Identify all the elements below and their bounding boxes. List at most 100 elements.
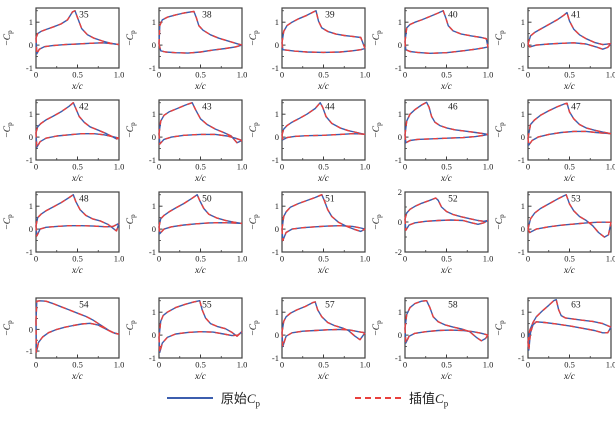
subplot-cell-39: -1 0 1 0 0.5 1.0 39 x/c −Cp bbox=[247, 2, 370, 94]
x-tick-label: 0 bbox=[157, 70, 161, 80]
y-tick-label: 0 bbox=[398, 330, 402, 340]
y-axis-label: −Cp bbox=[495, 122, 506, 138]
legend-line-original-solid bbox=[166, 397, 213, 400]
curve-original-lower bbox=[158, 222, 243, 235]
x-tick-label: 0 bbox=[526, 254, 530, 264]
x-tick-label: 1.0 bbox=[237, 162, 247, 172]
y-tick-label: 1 bbox=[152, 109, 156, 119]
y-axis-label: −Cp bbox=[126, 122, 137, 138]
subplot-number: 39 bbox=[325, 11, 335, 21]
curve-interpolated-upper bbox=[404, 9, 489, 48]
curve-interpolated-lower bbox=[158, 43, 243, 54]
curve-original-lower bbox=[35, 132, 120, 149]
y-tick-label: -1 bbox=[395, 353, 402, 363]
curve-interpolated-upper bbox=[527, 11, 612, 46]
x-tick-label: 0.5 bbox=[318, 254, 329, 264]
x-axis-label: x/c bbox=[194, 372, 207, 382]
curve-interpolated-upper bbox=[281, 9, 366, 49]
subplot-number: 54 bbox=[79, 301, 89, 311]
y-tick-label: 0 bbox=[29, 224, 33, 234]
curve-interpolated-lower bbox=[158, 222, 243, 235]
legend-line-interpolated-dashed bbox=[355, 397, 401, 400]
y-tick-label: 1 bbox=[29, 109, 33, 119]
y-tick-label: -1 bbox=[26, 247, 33, 257]
y-tick-label: -1 bbox=[272, 155, 279, 165]
curve-interpolated-lower bbox=[281, 328, 366, 348]
x-tick-label: 0 bbox=[403, 254, 407, 264]
y-tick-label: -1 bbox=[518, 247, 525, 257]
subplot-cell-63: -1 0 1 0 0.5 1.0 63 x/c −Cp bbox=[493, 292, 615, 384]
subplot-number: 51 bbox=[325, 195, 335, 205]
y-tick-label: 0 bbox=[521, 330, 525, 340]
subplot-cell-41: -1 0 1 0 0.5 1.0 41 x/c −Cp bbox=[493, 2, 615, 94]
y-tick-label: 1 bbox=[29, 17, 33, 27]
x-axis-label: x/c bbox=[317, 82, 330, 92]
x-tick-label: 0.5 bbox=[318, 360, 329, 370]
legend: 原始Cp 插值Cp bbox=[0, 388, 615, 409]
y-tick-label: 1 bbox=[521, 17, 525, 27]
y-tick-label: 1 bbox=[398, 307, 402, 317]
y-tick-label: -1 bbox=[149, 353, 156, 363]
subplot-number: 40 bbox=[448, 11, 458, 21]
curve-interpolated-upper bbox=[527, 102, 612, 139]
x-tick-label: 0.5 bbox=[318, 162, 329, 172]
curve-interpolated-upper bbox=[35, 193, 120, 232]
curve-interpolated-upper bbox=[527, 193, 612, 238]
x-tick-label: 0.5 bbox=[564, 162, 575, 172]
y-axis-label: −Cp bbox=[495, 320, 506, 336]
x-tick-label: 0.5 bbox=[441, 254, 452, 264]
y-tick-label: 1 bbox=[521, 109, 525, 119]
x-tick-label: 1.0 bbox=[483, 360, 493, 370]
y-tick-label: 1 bbox=[152, 201, 156, 211]
curve-original-upper bbox=[404, 299, 489, 342]
subplot-number: 50 bbox=[202, 195, 212, 205]
y-axis-label: −Cp bbox=[249, 122, 260, 138]
curve-interpolated-lower bbox=[35, 132, 120, 149]
curve-original-upper bbox=[281, 9, 366, 49]
x-tick-label: 1.0 bbox=[483, 254, 493, 264]
x-tick-label: 1.0 bbox=[360, 162, 370, 172]
subplot-cell-54: -1 0 0 0.5 1.0 54 x/c −Cp bbox=[1, 292, 124, 384]
x-tick-label: 0 bbox=[403, 162, 407, 172]
curve-interpolated-upper bbox=[404, 101, 489, 136]
y-tick-label: 0 bbox=[29, 132, 33, 142]
y-tick-label: -1 bbox=[26, 155, 33, 165]
subplot-cell-53: -1 0 1 0 0.5 1.0 53 x/c −Cp bbox=[493, 186, 615, 278]
x-tick-label: 0.5 bbox=[318, 70, 329, 80]
curve-interpolated-upper bbox=[158, 101, 243, 144]
y-axis-label: −Cp bbox=[249, 320, 260, 336]
subplot-number: 38 bbox=[202, 11, 212, 21]
x-tick-label: 1.0 bbox=[114, 162, 124, 172]
y-axis-label: −Cp bbox=[126, 30, 137, 46]
x-tick-label: 0 bbox=[34, 70, 38, 80]
x-tick-label: 1.0 bbox=[606, 254, 615, 264]
x-tick-label: 1.0 bbox=[360, 70, 370, 80]
x-tick-label: 0 bbox=[157, 162, 161, 172]
curve-interpolated-upper bbox=[35, 101, 120, 140]
curve-interpolated-upper bbox=[281, 101, 366, 136]
curve-interpolated-lower bbox=[35, 222, 120, 237]
y-tick-label: 1 bbox=[152, 307, 156, 317]
y-tick-label: 0 bbox=[275, 132, 279, 142]
x-tick-label: 0.5 bbox=[195, 70, 206, 80]
curve-interpolated-lower bbox=[281, 225, 366, 242]
x-tick-label: 0.5 bbox=[195, 254, 206, 264]
subplot-number: 46 bbox=[448, 103, 458, 113]
subplot-number: 48 bbox=[79, 195, 89, 205]
x-tick-label: 0.5 bbox=[72, 70, 83, 80]
subplot-cell-50: -1 0 1 0 0.5 1.0 50 x/c −Cp bbox=[124, 186, 247, 278]
subplot-number: 41 bbox=[571, 11, 581, 21]
x-tick-label: 0 bbox=[526, 360, 530, 370]
curve-interpolated-upper bbox=[35, 9, 120, 46]
curve-interpolated-upper bbox=[158, 299, 243, 338]
curve-original-upper bbox=[158, 193, 243, 227]
y-axis-label: −Cp bbox=[3, 122, 14, 138]
x-tick-label: 0.5 bbox=[195, 360, 206, 370]
x-tick-label: 1.0 bbox=[360, 254, 370, 264]
